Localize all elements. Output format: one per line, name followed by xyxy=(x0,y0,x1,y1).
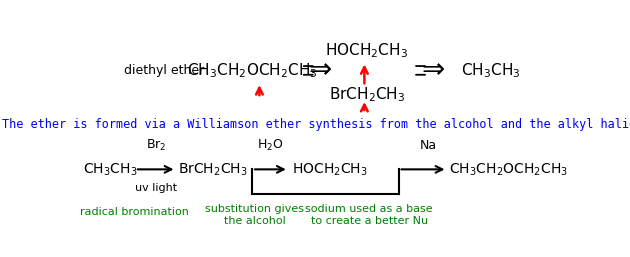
Text: The ether is formed via a Williamson ether synthesis from the alcohol and the al: The ether is formed via a Williamson eth… xyxy=(3,118,630,131)
Text: BrCH$_2$CH$_3$: BrCH$_2$CH$_3$ xyxy=(329,85,405,104)
Text: Br$_2$: Br$_2$ xyxy=(146,138,166,153)
Text: CH$_3$CH$_2$OCH$_2$CH$_3$: CH$_3$CH$_2$OCH$_2$CH$_3$ xyxy=(186,61,318,80)
Text: H$_2$O: H$_2$O xyxy=(257,138,284,153)
Text: uv light: uv light xyxy=(135,183,177,193)
Text: diethyl ether: diethyl ether xyxy=(124,64,204,77)
Text: HOCH$_2$CH$_3$: HOCH$_2$CH$_3$ xyxy=(292,161,368,178)
Text: CH$_3$CH$_2$OCH$_2$CH$_3$: CH$_3$CH$_2$OCH$_2$CH$_3$ xyxy=(449,161,568,178)
Text: ⇒: ⇒ xyxy=(309,57,332,84)
Text: substitution gives
the alcohol: substitution gives the alcohol xyxy=(205,204,304,226)
Text: sodium used as a base
to create a better Nu: sodium used as a base to create a better… xyxy=(306,204,433,226)
Text: Na: Na xyxy=(420,139,437,152)
Text: CH$_3$CH$_3$: CH$_3$CH$_3$ xyxy=(462,61,521,80)
Text: CH$_3$CH$_3$: CH$_3$CH$_3$ xyxy=(83,161,138,178)
Text: ⇒: ⇒ xyxy=(421,57,444,84)
Text: BrCH$_2$CH$_3$: BrCH$_2$CH$_3$ xyxy=(178,161,248,178)
Text: radical bromination: radical bromination xyxy=(81,207,190,217)
Text: HOCH$_2$CH$_3$: HOCH$_2$CH$_3$ xyxy=(325,41,408,60)
